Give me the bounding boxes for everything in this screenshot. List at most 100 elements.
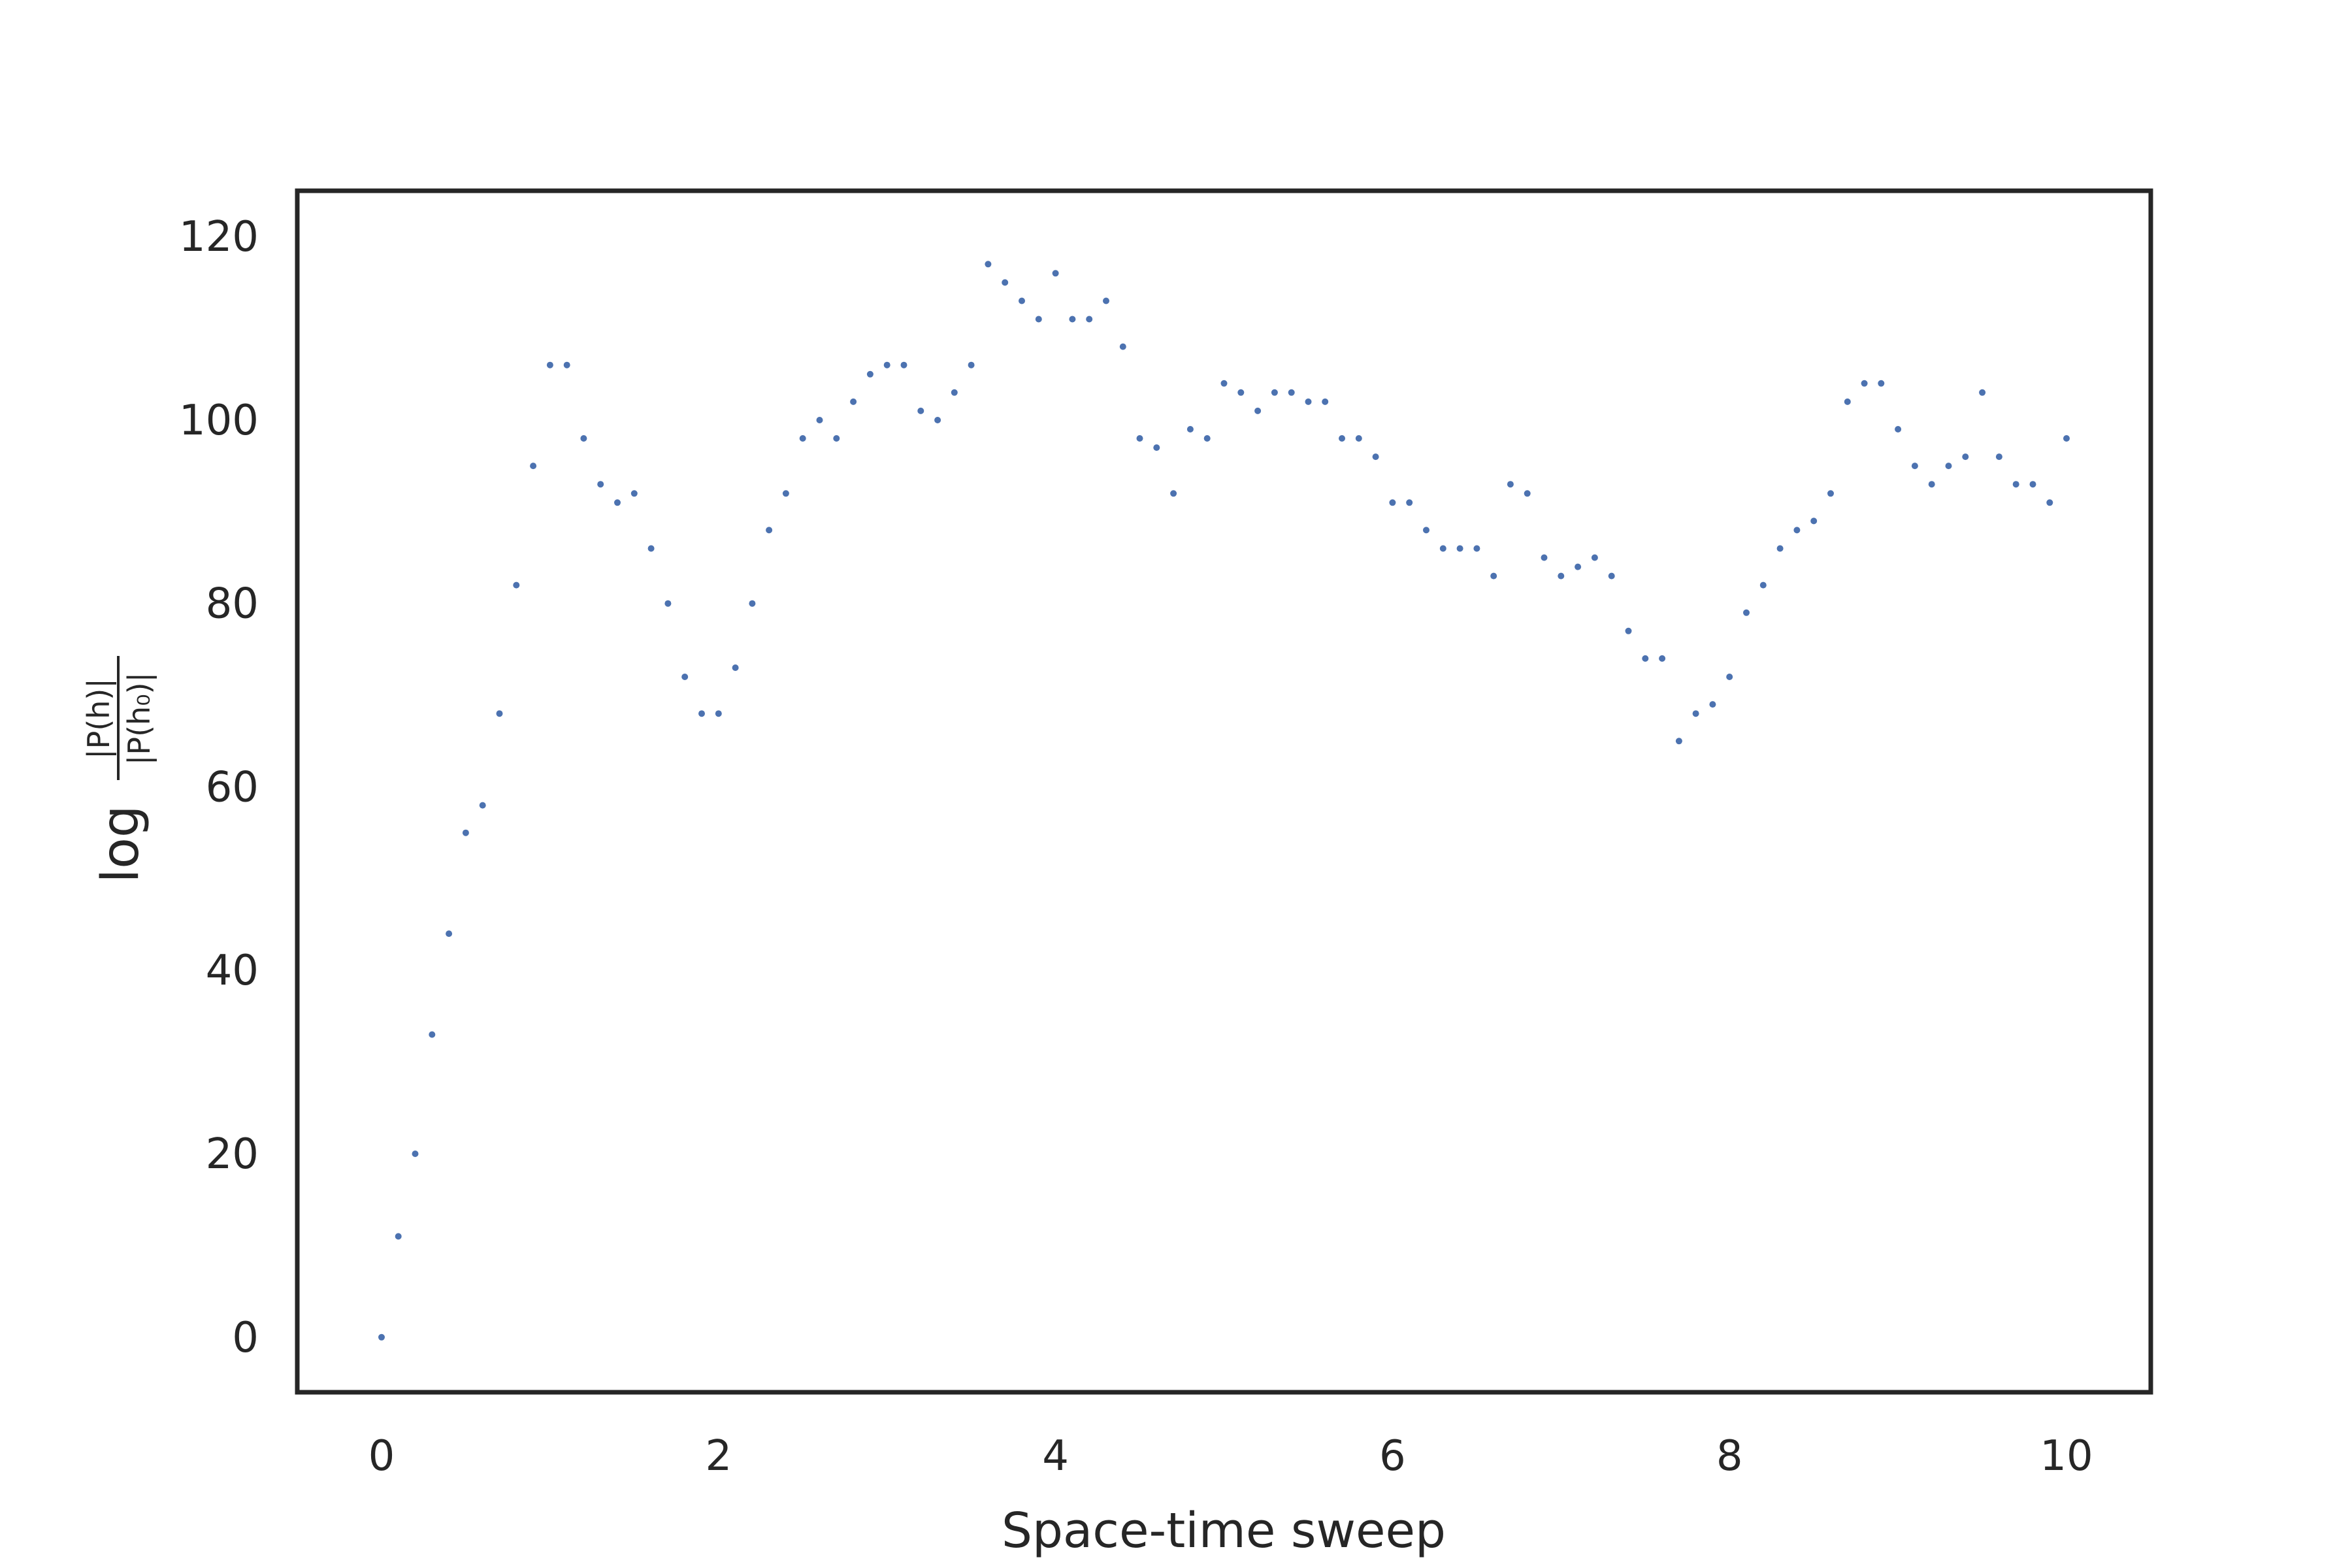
data-point	[1322, 398, 1329, 405]
data-point	[1439, 545, 1446, 552]
data-point	[1069, 316, 1076, 323]
data-point	[985, 261, 992, 268]
data-point	[1625, 627, 1632, 634]
data-point	[1810, 517, 1818, 525]
x-tick-label: 8	[1716, 1432, 1743, 1480]
y-tick-label: 60	[206, 764, 259, 812]
data-point	[1558, 572, 1565, 580]
x-axis-label: Space-time sweep	[1002, 1503, 1446, 1559]
data-point	[1355, 435, 1362, 442]
data-point	[479, 802, 486, 809]
data-point	[1844, 398, 1851, 405]
data-point	[1759, 581, 1767, 589]
data-point	[1861, 380, 1868, 387]
data-point	[1675, 738, 1682, 745]
y-axis-label-numerator: |P(h)|	[81, 678, 117, 759]
data-point	[917, 407, 924, 414]
y-axis-label-denominator: |P(h₀)|	[122, 672, 157, 765]
data-point	[1288, 389, 1295, 396]
data-point	[1878, 380, 1885, 387]
y-axis-label: log |P(h)| |P(h₀)|	[81, 656, 157, 883]
data-point	[1911, 463, 1918, 470]
data-point	[1002, 279, 1009, 286]
plot-frame	[295, 188, 2153, 1395]
data-point	[1995, 453, 2002, 461]
data-point	[1170, 490, 1177, 497]
data-point	[2029, 481, 2036, 488]
data-point	[1827, 490, 1834, 497]
data-point	[1945, 463, 1952, 470]
data-point	[951, 389, 958, 396]
data-point	[1709, 701, 1716, 708]
data-point	[1507, 481, 1514, 488]
data-point	[530, 463, 537, 470]
data-point	[462, 829, 469, 836]
data-point	[1743, 609, 1750, 616]
data-point	[1305, 398, 1312, 405]
data-point	[968, 361, 975, 368]
data-point	[1254, 407, 1262, 414]
data-point	[1423, 527, 1429, 534]
y-tick-label: 100	[179, 397, 259, 445]
data-point	[816, 417, 823, 423]
data-point	[1979, 389, 1986, 396]
data-point	[934, 417, 941, 423]
data-point	[395, 1233, 402, 1240]
data-point	[378, 1333, 385, 1341]
data-point	[833, 435, 840, 442]
data-point	[1339, 435, 1345, 442]
data-point	[1119, 343, 1126, 350]
data-point	[866, 370, 874, 378]
data-point	[900, 361, 907, 368]
data-point	[850, 398, 857, 405]
data-point	[1659, 655, 1666, 662]
data-point	[630, 490, 638, 497]
data-point	[883, 361, 890, 368]
data-point	[546, 361, 553, 368]
data-point	[597, 481, 604, 488]
data-point	[1895, 426, 1902, 433]
y-tick-label: 20	[206, 1130, 259, 1179]
data-point	[1608, 572, 1615, 580]
data-point	[614, 499, 621, 506]
data-point	[2046, 499, 2053, 506]
data-point	[1642, 655, 1649, 662]
data-point	[446, 930, 453, 938]
x-tick-label: 4	[1042, 1432, 1069, 1480]
data-point	[1726, 674, 1733, 680]
data-point	[681, 674, 689, 680]
data-point	[1776, 545, 1784, 552]
data-point	[1793, 527, 1801, 534]
data-point	[715, 710, 722, 717]
data-point	[1136, 435, 1143, 442]
data-point	[513, 581, 520, 589]
y-tick-label: 120	[179, 213, 259, 261]
data-point	[1220, 380, 1228, 387]
data-point	[1237, 389, 1245, 396]
data-point	[1692, 710, 1699, 717]
data-point	[1389, 499, 1396, 506]
x-tick-label: 0	[368, 1432, 395, 1480]
data-point	[1103, 297, 1109, 304]
y-tick-label: 40	[206, 947, 259, 995]
data-point	[1086, 316, 1093, 323]
data-point	[1035, 316, 1042, 323]
data-point	[664, 600, 672, 607]
data-point	[1406, 499, 1413, 506]
data-point	[1052, 270, 1059, 277]
data-point	[1591, 554, 1598, 561]
data-point	[2063, 435, 2070, 442]
data-point	[1490, 572, 1497, 580]
data-point	[1575, 563, 1582, 570]
data-point	[1019, 297, 1025, 304]
data-points	[378, 261, 2070, 1341]
data-point	[1962, 453, 1969, 461]
y-tick-label: 0	[232, 1314, 259, 1362]
data-point	[732, 664, 739, 671]
data-point	[766, 527, 773, 534]
data-point	[799, 435, 806, 442]
data-point	[698, 710, 705, 717]
